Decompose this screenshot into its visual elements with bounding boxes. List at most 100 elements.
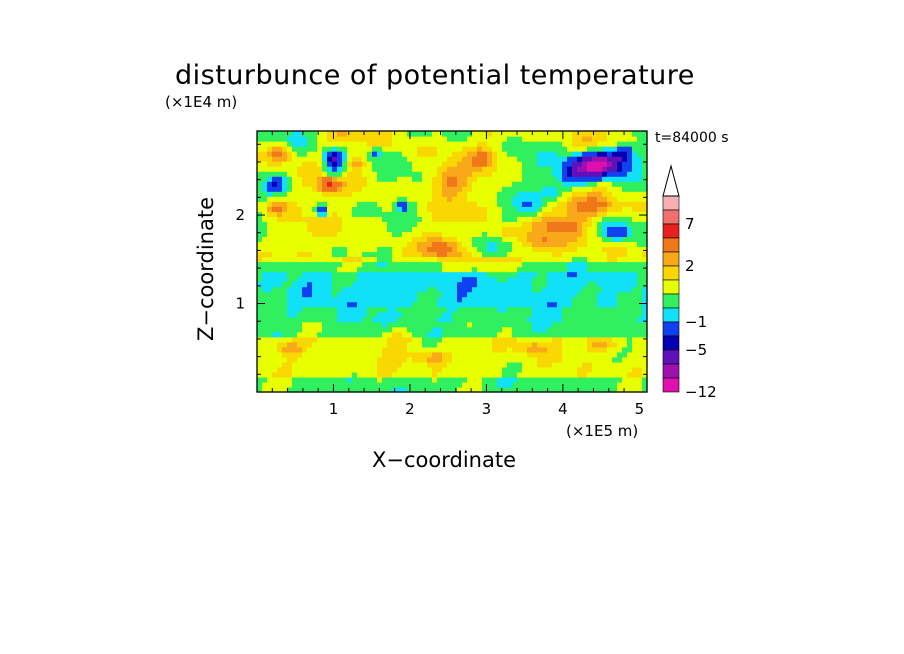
heatmap-cell [642,276,648,283]
heatmap-cell [517,156,523,162]
heatmap-cell [597,246,603,253]
heatmap-cell [447,341,453,348]
heatmap-cell [377,311,383,318]
heatmap-cell [552,361,558,368]
heatmap-cell [442,341,448,348]
heatmap-cell [577,281,583,288]
heatmap-cell [632,356,638,363]
heatmap-cell [577,266,583,273]
heatmap-cell [527,331,533,338]
heatmap-cell [582,226,588,232]
heatmap-cell [487,356,493,363]
heatmap-cell [372,341,378,348]
heatmap-cell [377,206,383,212]
heatmap-cell [352,161,358,167]
heatmap-cell [462,181,468,187]
heatmap-cell [307,191,313,197]
heatmap-cell [407,181,413,187]
heatmap-cell [282,216,288,222]
heatmap-cell [622,291,628,298]
heatmap-cell [312,381,318,388]
heatmap-cell [387,206,393,212]
heatmap-cell [547,261,553,268]
heatmap-cell [282,211,288,217]
heatmap-cell [472,266,478,273]
heatmap-cell [557,266,563,273]
heatmap-cell [377,321,383,328]
heatmap-cell [272,156,278,162]
heatmap-cell [542,196,548,202]
heatmap-cell [497,151,503,157]
heatmap-cell [437,141,443,147]
heatmap-cell [572,211,578,217]
heatmap-cell [352,266,358,273]
heatmap-cell [557,231,563,238]
heatmap-cell [397,266,403,273]
heatmap-cell [567,146,573,152]
heatmap-cell [402,296,408,303]
heatmap-cell [377,376,383,383]
heatmap-cell [402,196,408,202]
heatmap-cell [417,346,423,353]
heatmap-cell [327,176,333,182]
heatmap-cell [407,196,413,202]
heatmap-cell [607,346,613,353]
heatmap-cell [482,131,488,137]
heatmap-cell [317,291,323,298]
heatmap-cell [637,246,643,253]
heatmap-cell [372,276,378,283]
heatmap-cell [257,286,263,293]
heatmap-cell [322,151,328,157]
heatmap-cell [362,276,368,283]
heatmap-cell [557,371,563,378]
heatmap-cell [607,206,613,212]
heatmap-cell [432,306,438,313]
heatmap-cell [367,356,373,363]
heatmap-cell [442,336,448,343]
heatmap-cell [377,166,383,172]
heatmap-cell [357,371,363,378]
heatmap-cell [452,271,458,278]
heatmap-cell [447,136,453,142]
heatmap-cell [277,251,283,258]
heatmap-cell [397,231,403,238]
heatmap-cell [517,141,523,147]
heatmap-cell [347,351,353,358]
heatmap-cell [417,226,423,232]
heatmap-cell [257,306,263,313]
heatmap-cell [587,291,593,298]
heatmap-cell [597,201,603,207]
heatmap-cell [422,356,428,363]
heatmap-cell [462,386,468,393]
heatmap-cell [507,371,513,378]
heatmap-cell [267,346,273,353]
heatmap-cell [407,241,413,248]
heatmap-cell [357,316,363,323]
heatmap-cell [287,171,293,177]
heatmap-cell [597,256,603,263]
heatmap-cell [302,346,308,353]
heatmap-cell [557,141,563,147]
heatmap-cell [507,291,513,298]
heatmap-cell [422,176,428,182]
heatmap-cell [607,251,613,258]
heatmap-cell [507,236,513,243]
heatmap-cell [487,231,493,238]
heatmap-cell [337,161,343,167]
heatmap-cell [617,326,623,333]
heatmap-cell [452,146,458,152]
heatmap-cell [492,131,498,137]
heatmap-cell [307,346,313,353]
heatmap-cell [367,291,373,298]
heatmap-cell [327,291,333,298]
heatmap-cell [617,151,623,157]
heatmap-cell [477,216,483,222]
heatmap-cell [622,296,628,303]
heatmap-cell [627,261,633,268]
heatmap-cell [297,211,303,217]
heatmap-cell [587,366,593,373]
heatmap-cell [622,351,628,358]
heatmap-cell [547,181,553,187]
heatmap-cell [387,296,393,303]
heatmap-cell [427,131,433,137]
